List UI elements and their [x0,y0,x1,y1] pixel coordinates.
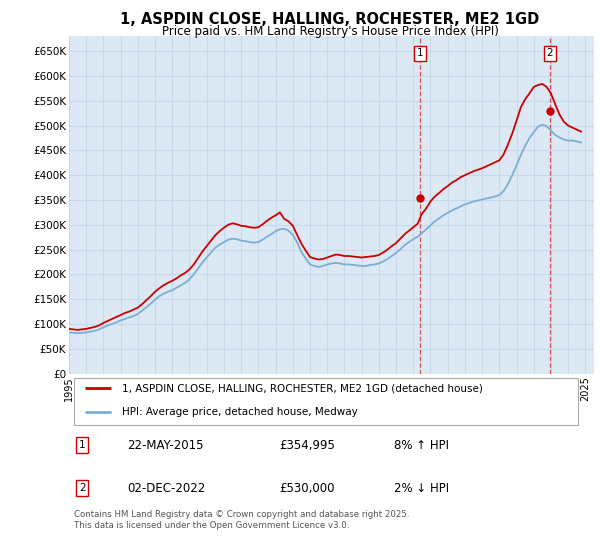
Text: HPI: Average price, detached house, Medway: HPI: Average price, detached house, Medw… [121,407,357,417]
Text: 1, ASPDIN CLOSE, HALLING, ROCHESTER, ME2 1GD (detached house): 1, ASPDIN CLOSE, HALLING, ROCHESTER, ME2… [121,383,482,393]
Text: £354,995: £354,995 [279,438,335,452]
Text: 1: 1 [416,48,423,58]
Text: 1, ASPDIN CLOSE, HALLING, ROCHESTER, ME2 1GD: 1, ASPDIN CLOSE, HALLING, ROCHESTER, ME2… [121,12,539,27]
Text: Contains HM Land Registry data © Crown copyright and database right 2025.
This d: Contains HM Land Registry data © Crown c… [74,510,410,530]
Text: 2: 2 [546,48,553,58]
Text: 8% ↑ HPI: 8% ↑ HPI [395,438,449,452]
Text: 02-DEC-2022: 02-DEC-2022 [127,482,205,494]
Text: 22-MAY-2015: 22-MAY-2015 [127,438,203,452]
Text: 2: 2 [79,483,85,493]
Text: Price paid vs. HM Land Registry's House Price Index (HPI): Price paid vs. HM Land Registry's House … [161,25,499,38]
Text: 2% ↓ HPI: 2% ↓ HPI [395,482,449,494]
FancyBboxPatch shape [74,378,578,425]
Text: £530,000: £530,000 [279,482,335,494]
Text: 1: 1 [79,440,85,450]
